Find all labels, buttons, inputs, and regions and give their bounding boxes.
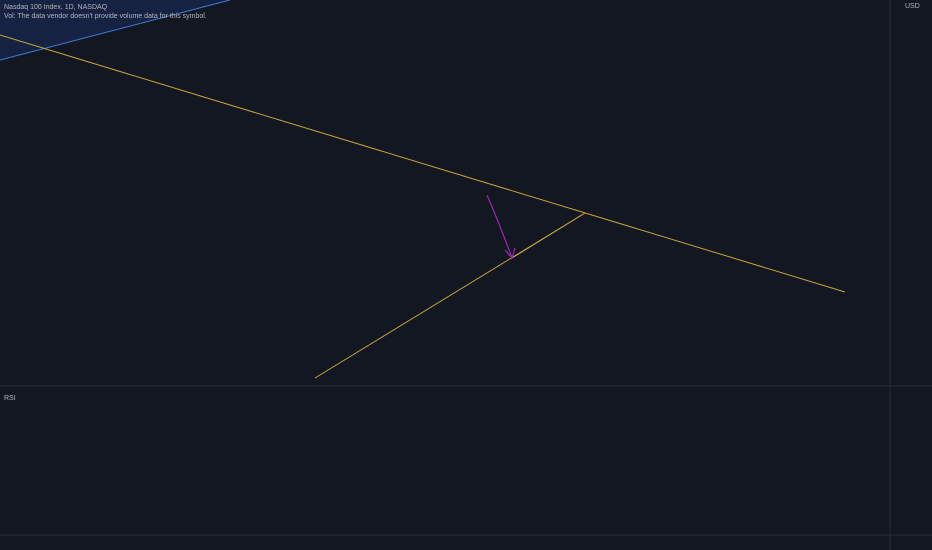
top-left-line: [0, 0, 231, 61]
currency-label: USD: [905, 3, 920, 10]
chart-title: Nasdaq 100 Index, 1D, NASDAQ: [4, 4, 108, 11]
arrow-head: [504, 247, 516, 260]
rsi-pane-title: RSI: [4, 395, 16, 402]
resistance-trendline: [0, 34, 846, 293]
projection-arrow: [486, 194, 513, 259]
projection-line: [511, 212, 586, 259]
volume-note: Vol: The data vendor doesn't provide vol…: [4, 13, 207, 20]
